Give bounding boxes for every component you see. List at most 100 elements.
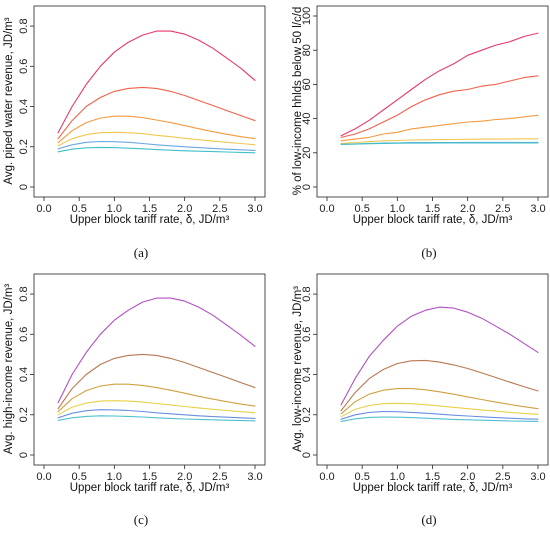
series-line-3: [57, 115, 256, 144]
y-tick-label: 0.2: [301, 407, 313, 422]
x-tick-label: 1.5: [425, 203, 440, 215]
y-ticks: 0 0.2 0.4 0.6 0.8: [301, 286, 317, 458]
series-line-4: [57, 131, 256, 147]
x-tick-label: 0.0: [36, 203, 51, 215]
x-axis-label: Upper block tariff rate, δ, JD/m³: [353, 482, 513, 494]
x-ticks: 0.0 0.5 1.0 1.5 2.0 2.5 3.0: [319, 465, 546, 483]
x-tick-label: 0.5: [72, 203, 87, 215]
panel-label: (d): [421, 512, 436, 527]
y-tick-label: 0.8: [18, 286, 30, 301]
series-line-6: [57, 415, 256, 422]
series-line-1: [57, 30, 256, 134]
series-lines: [57, 297, 256, 422]
y-tick-label: 0: [18, 452, 30, 458]
x-tick-label: 2.5: [212, 203, 227, 215]
y-ticks: 0 0.2 0.4 0.6 0.8: [18, 18, 34, 190]
series-line-6: [340, 416, 539, 422]
x-tick-label: 0.5: [355, 471, 370, 483]
y-tick-label: 0.6: [18, 59, 30, 74]
series-line-2: [340, 359, 539, 412]
y-ticks: 0 20 40 60 80 100: [301, 7, 317, 190]
panel-label: (c): [134, 512, 148, 527]
x-tick-label: 3.0: [530, 203, 545, 215]
panel-label: (b): [421, 245, 436, 260]
x-tick-label: 1.0: [107, 471, 122, 483]
series-line-1: [340, 32, 539, 137]
x-ticks: 0.0 0.5 1.0 1.5 2.0 2.5 3.0: [319, 197, 546, 215]
y-tick-label: 0.2: [18, 139, 30, 154]
y-tick-label: 0.4: [18, 99, 30, 114]
y-tick-label: 0.6: [301, 327, 313, 342]
y-tick-label: 0: [18, 184, 30, 190]
y-tick-label: 0.4: [301, 367, 313, 382]
plot-frame: [33, 273, 266, 466]
y-tick-label: 0.8: [301, 286, 313, 301]
series-line-4: [57, 400, 256, 416]
series-line-6: [57, 146, 256, 154]
series-line-1: [57, 297, 256, 404]
y-axis-label: Avg. low-income revenue, JD/m³: [292, 286, 304, 452]
series-line-4: [340, 402, 539, 418]
plot-frame: [316, 5, 549, 198]
y-tick-label: 0.4: [18, 367, 30, 382]
series-line-4: [340, 138, 539, 144]
x-tick-label: 2.0: [177, 471, 192, 483]
y-tick-label: 40: [301, 112, 313, 124]
x-tick-label: 3.0: [530, 471, 545, 483]
y-axis-label: % of low-income hhlds below 50 l/c/d: [292, 7, 304, 196]
y-tick-label: 0.2: [18, 407, 30, 422]
series-lines: [57, 30, 256, 154]
panel-d: 0.0 0.5 1.0 1.5 2.0 2.5 3.0 0 0.2 0.4 0.6 0.8 Uppe…: [292, 273, 549, 527]
y-axis-label: Avg. high-income revenue, JD/m³: [3, 284, 15, 455]
x-tick-label: 3.0: [247, 471, 262, 483]
panel-b: 0.0 0.5 1.0 1.5 2.0 2.5 3.0 0 20 40 60 80 100 Upper…: [292, 5, 549, 260]
x-ticks: 0.0 0.5 1.0 1.5 2.0 2.5 3.0: [36, 465, 263, 483]
series-lines: [340, 306, 539, 422]
x-tick-label: 0.0: [319, 471, 334, 483]
x-tick-label: 0.0: [36, 471, 51, 483]
x-tick-label: 0.5: [355, 203, 370, 215]
y-tick-label: 0.8: [18, 18, 30, 33]
x-tick-label: 2.0: [177, 203, 192, 215]
x-tick-label: 1.0: [390, 471, 405, 483]
x-tick-label: 1.5: [425, 471, 440, 483]
series-line-2: [57, 353, 256, 410]
x-tick-label: 2.0: [460, 471, 475, 483]
series-line-5: [57, 140, 256, 151]
y-tick-label: 60: [301, 78, 313, 90]
plot-frame: [316, 273, 549, 466]
x-tick-label: 1.5: [142, 203, 157, 215]
y-tick-label: 80: [301, 44, 313, 56]
x-axis-label: Upper block tariff rate, δ, JD/m³: [353, 214, 513, 226]
series-line-3: [340, 114, 539, 142]
series-line-2: [340, 75, 539, 138]
series-line-3: [57, 383, 256, 413]
x-tick-label: 1.5: [142, 471, 157, 483]
series-line-3: [340, 388, 539, 415]
x-tick-label: 2.0: [460, 203, 475, 215]
series-line-1: [340, 306, 539, 406]
x-axis-label: Upper block tariff rate, δ, JD/m³: [70, 214, 230, 226]
y-ticks: 0 0.2 0.4 0.6 0.8: [18, 286, 34, 458]
y-tick-label: 0.6: [18, 327, 30, 342]
series-line-6: [340, 142, 539, 145]
plot-frame: [33, 5, 266, 198]
x-tick-label: 2.5: [495, 471, 510, 483]
panel-c: 0.0 0.5 1.0 1.5 2.0 2.5 3.0 0 0.2 0.4 0.6 0.8 Uppe…: [3, 273, 266, 527]
x-tick-label: 1.0: [390, 203, 405, 215]
series-lines: [340, 32, 539, 145]
y-tick-label: 0: [301, 184, 313, 190]
x-tick-label: 2.5: [495, 203, 510, 215]
y-tick-label: 20: [301, 147, 313, 159]
x-tick-label: 0.0: [319, 203, 334, 215]
series-line-5: [57, 409, 256, 419]
panel-label: (a): [134, 245, 148, 260]
x-tick-label: 3.0: [247, 203, 262, 215]
x-axis-label: Upper block tariff rate, δ, JD/m³: [70, 482, 230, 494]
y-axis-label: Avg. piped water revenue, JD/m³: [3, 17, 15, 184]
panel-a: 0.0 0.5 1.0 1.5 2.0 2.5 3.0 0 0.2 0.4 0.6 0.8 Uppe…: [3, 5, 266, 260]
x-ticks: 0.0 0.5 1.0 1.5 2.0 2.5 3.0: [36, 197, 263, 215]
series-line-2: [57, 86, 256, 140]
